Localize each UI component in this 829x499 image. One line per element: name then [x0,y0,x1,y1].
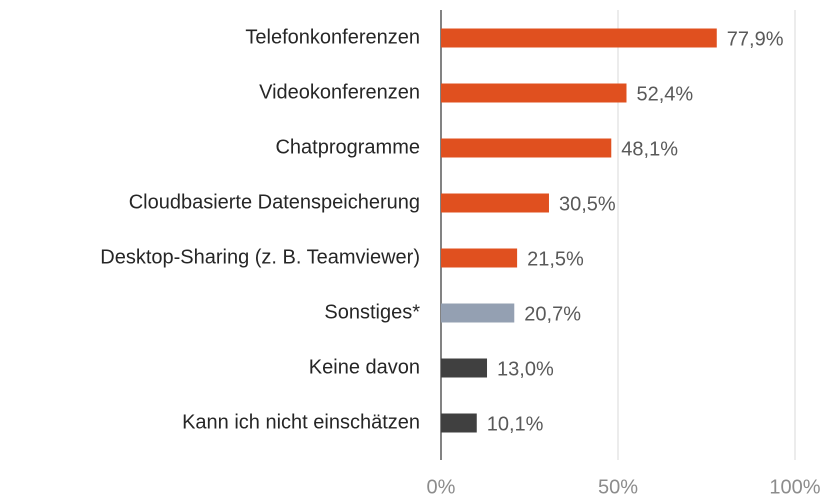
value-label: 77,9% [727,28,784,50]
bar [441,248,518,268]
x-tick-label: 0% [427,476,456,498]
bar [441,358,488,378]
value-label: 13,0% [497,358,554,380]
x-tick-label: 50% [598,476,638,498]
value-label: 21,5% [527,248,584,270]
y-tick-label: Videokonferenzen [259,81,420,103]
value-label: 52,4% [636,83,693,105]
bar [441,413,477,433]
y-tick-label: Sonstiges* [324,301,420,323]
bar [441,28,717,48]
y-tick-label: Telefonkonferenzen [245,26,420,48]
bar [441,193,549,213]
value-label: 30,5% [559,193,616,215]
bar [441,303,515,323]
value-label: 48,1% [621,138,678,160]
y-tick-label: Desktop-Sharing (z. B. Teamviewer) [100,246,420,268]
value-label: 10,1% [487,413,544,435]
y-tick-label: Cloudbasierte Datenspeicherung [129,191,420,213]
y-tick-label: Kann ich nicht einschätzen [182,411,420,433]
value-label: 20,7% [524,303,581,325]
y-tick-label: Keine davon [309,356,420,378]
y-tick-label: Chatprogramme [275,136,420,158]
bar [441,83,627,103]
bar [441,138,612,158]
x-tick-label: 100% [769,476,820,498]
